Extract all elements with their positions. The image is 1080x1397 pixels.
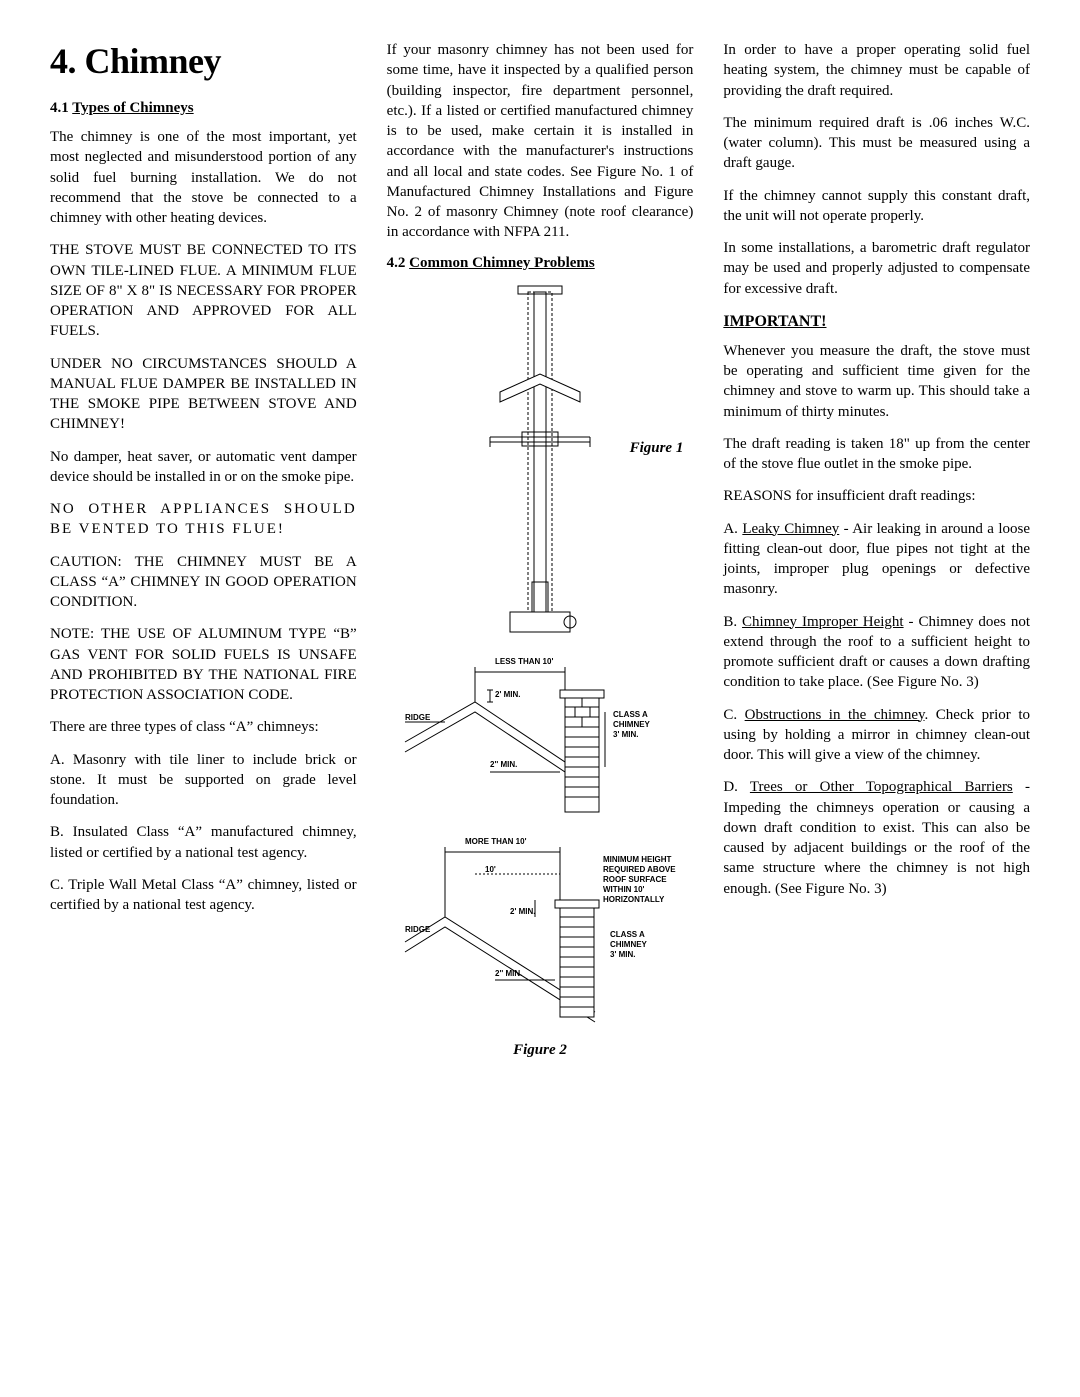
figure-2a: LESS THAN 10' 2' MIN. RIDGE 2'' MIN. CLA… bbox=[387, 652, 694, 822]
label: MORE THAN 10' bbox=[465, 837, 527, 846]
paragraph: A. Masonry with tile liner to include br… bbox=[50, 750, 357, 811]
label: 10' bbox=[485, 865, 496, 874]
paragraph: The minimum required draft is .06 inches… bbox=[723, 113, 1030, 174]
paragraph: B. Insulated Class “A” manufactured chim… bbox=[50, 822, 357, 863]
chimney-clearance-diagram-b-icon: MORE THAN 10' 10' RIDGE 2' MIN. 2'' MIN.… bbox=[395, 832, 685, 1032]
label: CLASS A bbox=[613, 710, 648, 719]
label: 2'' MIN. bbox=[490, 760, 517, 769]
section-number: 4.1 bbox=[50, 100, 69, 116]
reason-b: B. Chimney Improper Height - Chimney doe… bbox=[723, 612, 1030, 693]
label: 2' MIN. bbox=[510, 907, 535, 916]
section-title: Common Chimney Problems bbox=[409, 255, 595, 271]
paragraph: CAUTION: THE CHIMNEY MUST BE A CLASS “A”… bbox=[50, 552, 357, 613]
label: HORIZONTALLY bbox=[603, 895, 665, 904]
reason-title: Obstructions in the chimney bbox=[745, 707, 925, 723]
paragraph: In some installations, a barometric draf… bbox=[723, 238, 1030, 299]
paragraph: The chimney is one of the most important… bbox=[50, 127, 357, 228]
section-title: Types of Chimneys bbox=[72, 100, 193, 116]
figure-1-label: Figure 1 bbox=[630, 440, 684, 457]
page-columns: 4. Chimney 4.1 Types of Chimneys The chi… bbox=[50, 40, 1030, 1073]
reason-title: Trees or Other Topographical Barriers bbox=[750, 779, 1013, 795]
reason-body: - Impeding the chimneys operation or cau… bbox=[723, 779, 1030, 896]
section-4-2-heading: 4.2 Common Chimney Problems bbox=[387, 255, 694, 272]
paragraph: In order to have a proper operating soli… bbox=[723, 40, 1030, 101]
figure-2b: MORE THAN 10' 10' RIDGE 2' MIN. 2'' MIN.… bbox=[387, 832, 694, 1032]
label: 2' MIN. bbox=[495, 690, 520, 699]
section-4-1-heading: 4.1 Types of Chimneys bbox=[50, 100, 357, 117]
paragraph: NO OTHER APPLIANCES SHOULD BE VENTED TO … bbox=[50, 499, 357, 540]
reason-prefix: A. bbox=[723, 521, 742, 537]
paragraph: THE STOVE MUST BE CONNECTED TO ITS OWN T… bbox=[50, 240, 357, 341]
reason-prefix: C. bbox=[723, 707, 744, 723]
reason-d: D. Trees or Other Topographical Barriers… bbox=[723, 777, 1030, 899]
label: 2'' MIN. bbox=[495, 969, 522, 978]
label: RIDGE bbox=[405, 713, 431, 722]
reason-title: Leaky Chimney bbox=[742, 521, 839, 537]
label: LESS THAN 10' bbox=[495, 657, 553, 666]
paragraph: Whenever you measure the draft, the stov… bbox=[723, 341, 1030, 422]
figure-1: Figure 1 bbox=[387, 282, 694, 642]
label: CHIMNEY bbox=[610, 940, 648, 949]
label: 3' MIN. bbox=[610, 950, 635, 959]
chimney-clearance-diagram-a-icon: LESS THAN 10' 2' MIN. RIDGE 2'' MIN. CLA… bbox=[395, 652, 685, 822]
label: MINIMUM HEIGHT bbox=[603, 855, 672, 864]
label: ROOF SURFACE bbox=[603, 875, 667, 884]
label: CLASS A bbox=[610, 930, 645, 939]
label: 3' MIN. bbox=[613, 730, 638, 739]
paragraph: NOTE: THE USE OF ALUMINUM TYPE “B” GAS V… bbox=[50, 624, 357, 705]
paragraph: If the chimney cannot supply this consta… bbox=[723, 186, 1030, 227]
reason-prefix: D. bbox=[723, 779, 750, 795]
paragraph: If your masonry chimney has not been use… bbox=[387, 40, 694, 243]
label: RIDGE bbox=[405, 925, 431, 934]
column-1: 4. Chimney 4.1 Types of Chimneys The chi… bbox=[50, 40, 357, 1073]
paragraph: C. Triple Wall Metal Class “A” chimney, … bbox=[50, 875, 357, 916]
section-number: 4.2 bbox=[387, 255, 406, 271]
label: CHIMNEY bbox=[613, 720, 651, 729]
reason-a: A. Leaky Chimney - Air leaking in around… bbox=[723, 519, 1030, 600]
label: WITHIN 10' bbox=[603, 885, 645, 894]
important-heading: IMPORTANT! bbox=[723, 313, 1030, 331]
reason-title: Chimney Improper Height bbox=[742, 614, 904, 630]
label: REQUIRED ABOVE bbox=[603, 865, 676, 874]
reason-c: C. Obstructions in the chimney. Check pr… bbox=[723, 705, 1030, 766]
main-title: 4. Chimney bbox=[50, 40, 357, 82]
figure-2-label: Figure 2 bbox=[387, 1042, 694, 1059]
paragraph: UNDER NO CIRCUMSTANCES SHOULD A MANUAL F… bbox=[50, 354, 357, 435]
column-3: In order to have a proper operating soli… bbox=[723, 40, 1030, 1073]
reason-prefix: B. bbox=[723, 614, 742, 630]
chimney-install-diagram-icon bbox=[440, 282, 640, 642]
paragraph: The draft reading is taken 18" up from t… bbox=[723, 434, 1030, 475]
paragraph: There are three types of class “A” chimn… bbox=[50, 717, 357, 737]
paragraph: No damper, heat saver, or automatic vent… bbox=[50, 447, 357, 488]
paragraph: REASONS for insufficient draft readings: bbox=[723, 486, 1030, 506]
column-2: If your masonry chimney has not been use… bbox=[387, 40, 694, 1073]
